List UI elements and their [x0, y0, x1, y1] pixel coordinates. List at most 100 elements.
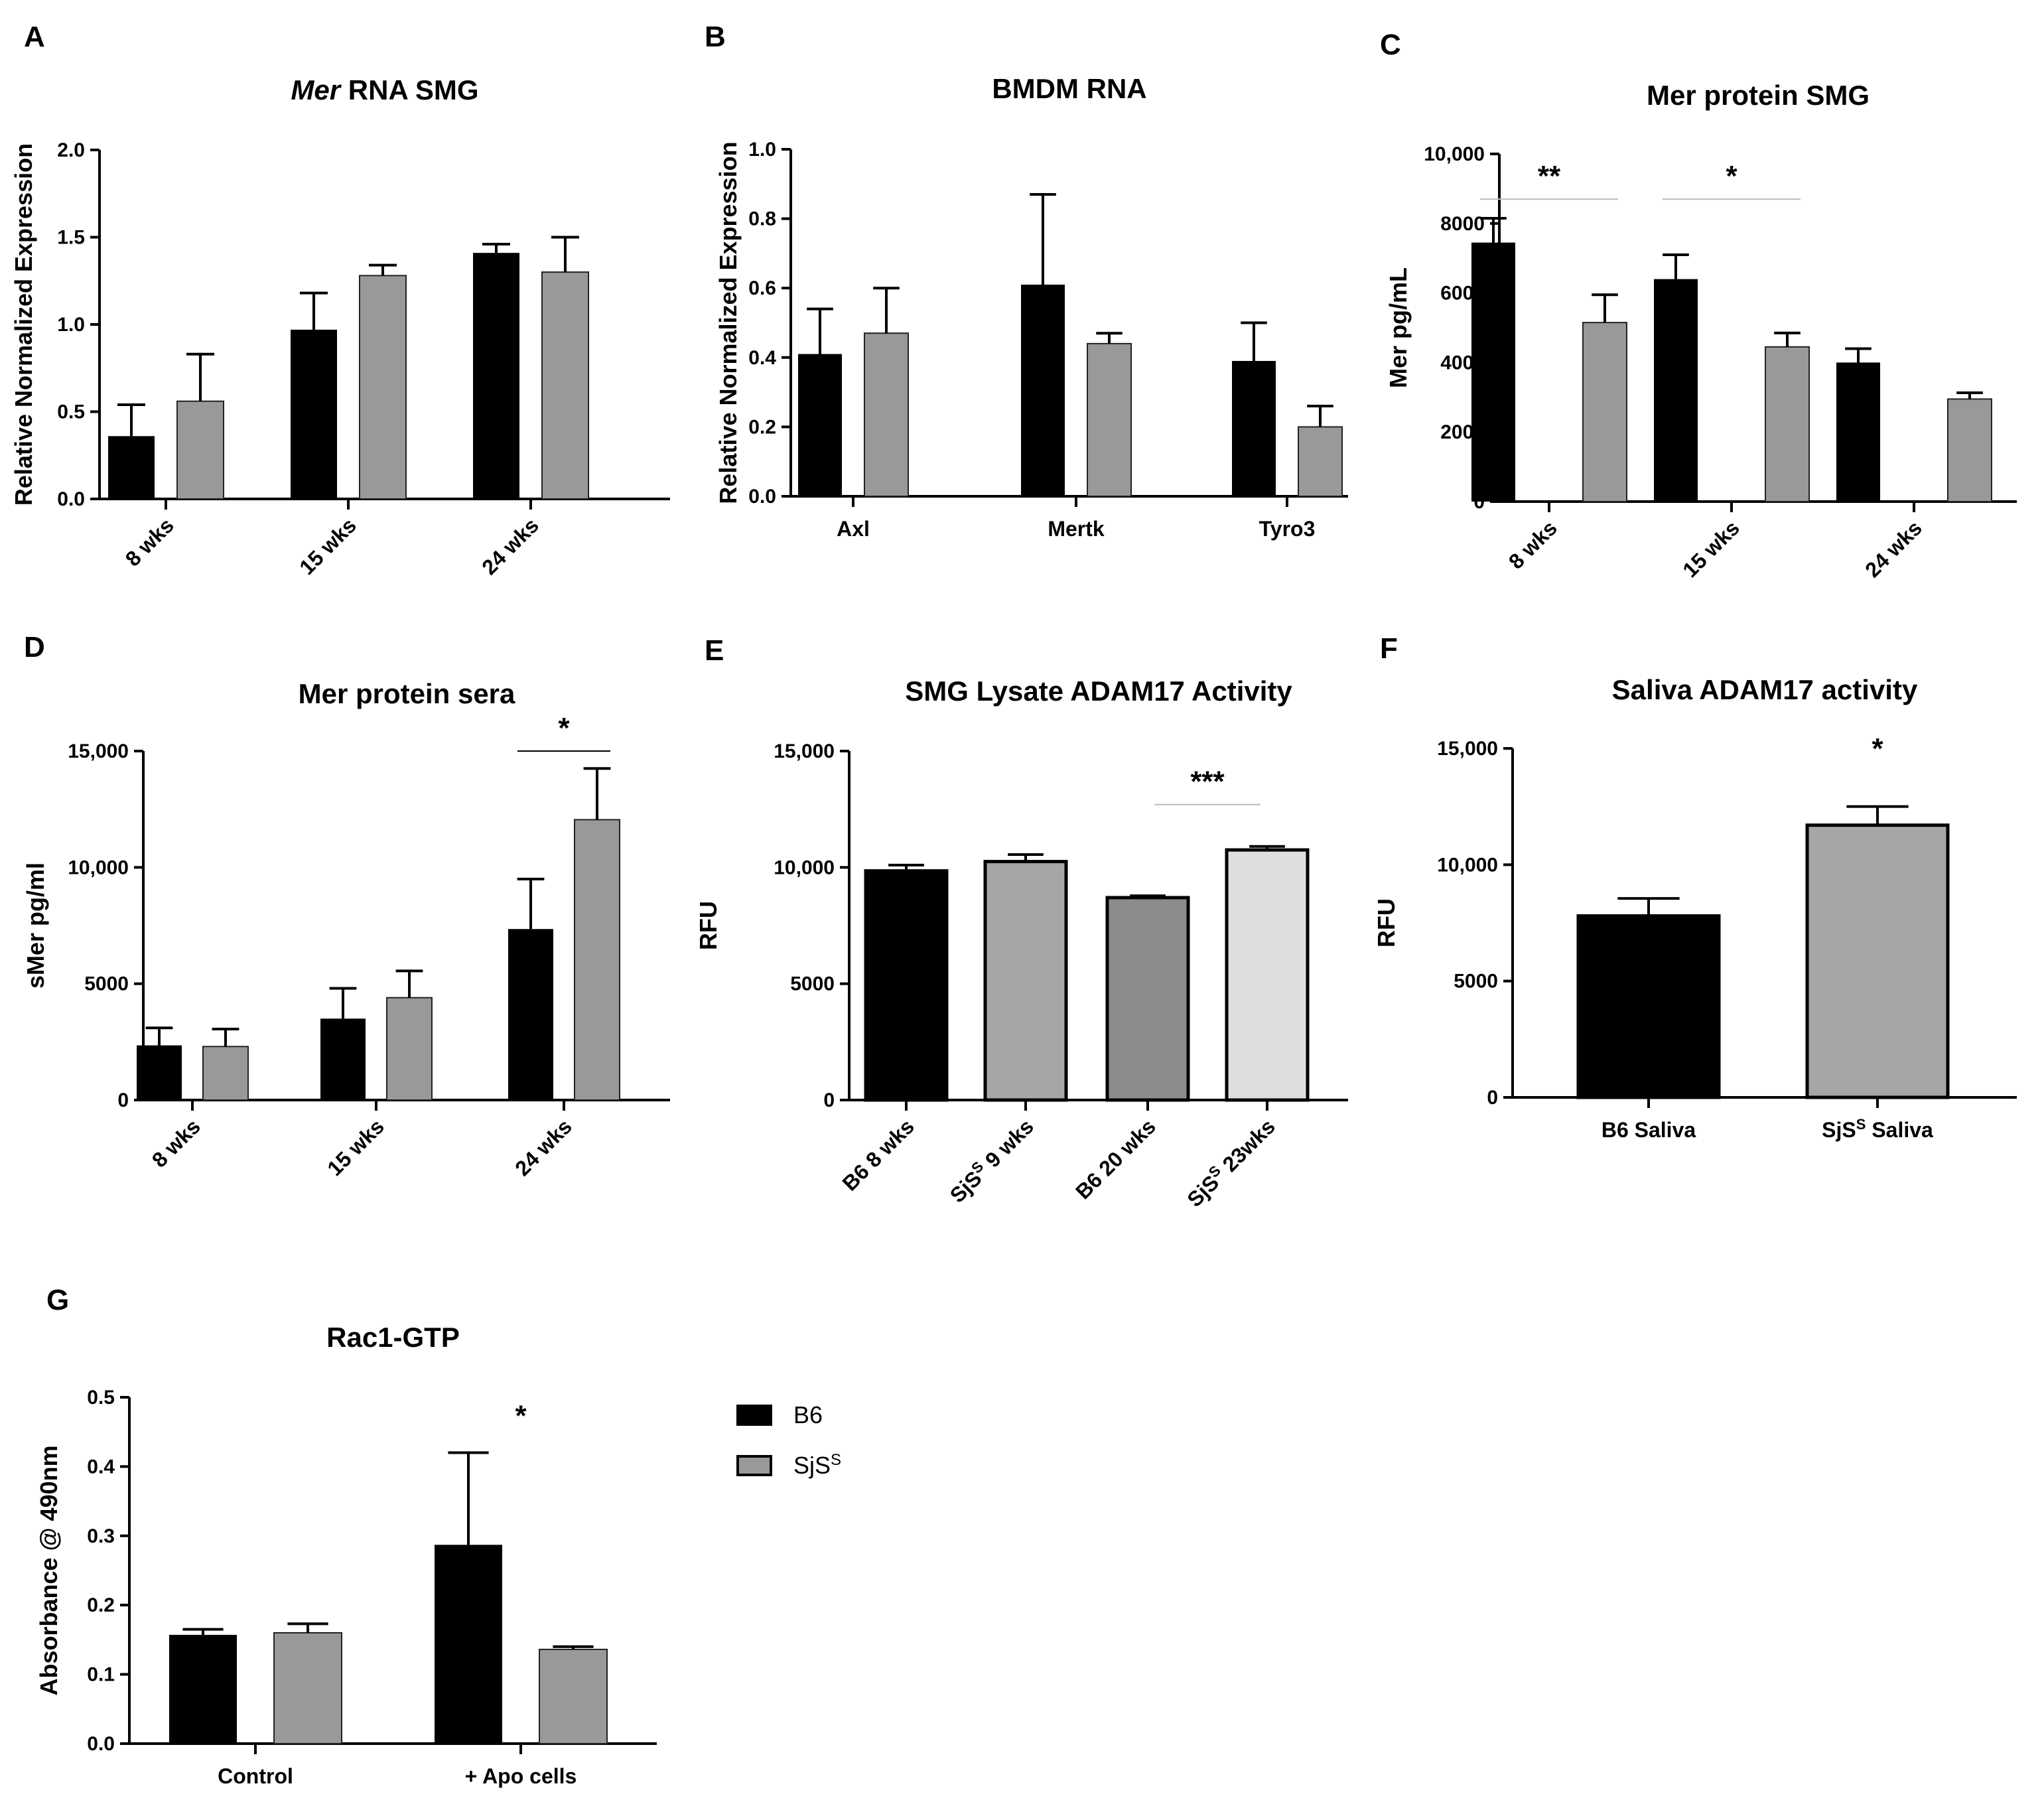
y-tick-label: 0.0: [748, 486, 776, 508]
y-tick-label: 10,000: [1424, 143, 1485, 165]
label-superscript: S: [1856, 1116, 1866, 1133]
bar: [864, 869, 949, 1102]
significance-marker: *: [1872, 732, 1883, 765]
y-tick-label: 0: [1487, 1087, 1498, 1109]
y-axis-label: Mer pg/mL: [1385, 267, 1412, 388]
legend-swatch: [736, 1405, 772, 1426]
bar: [1225, 848, 1310, 1102]
significance-marker: **: [1538, 160, 1561, 192]
legend-label-superscript: S: [831, 1451, 841, 1469]
bar: [574, 819, 620, 1101]
y-tick-label: 1.5: [57, 227, 85, 249]
x-tick-label: + Apo cells: [465, 1764, 577, 1788]
y-tick-label: 0.4: [748, 347, 776, 369]
chart-title: Mer protein sera: [299, 678, 515, 709]
bar: [508, 929, 553, 1100]
bar: [1582, 322, 1627, 502]
bar: [1087, 342, 1132, 497]
bar: [539, 1649, 608, 1745]
chart-title: Mer protein SMG: [1647, 80, 1870, 111]
bar: [169, 1635, 237, 1744]
bar: [1471, 242, 1515, 502]
bar: [983, 860, 1068, 1102]
bar: [202, 1046, 249, 1101]
y-tick-label: 0.4: [87, 1456, 115, 1478]
bar: [1836, 362, 1880, 502]
chart-title: Mer RNA SMG: [291, 74, 478, 105]
legend-label-main: B6: [793, 1401, 823, 1428]
label-part: Saliva: [1866, 1118, 1933, 1142]
y-tick-label: 8000: [1440, 213, 1485, 235]
significance-marker: *: [558, 712, 570, 744]
bar: [291, 329, 337, 499]
y-axis-label: Absorbance @ 490nm: [35, 1445, 62, 1695]
y-tick-label: 1.0: [748, 139, 776, 161]
bar: [137, 1045, 182, 1100]
panel-letter: G: [46, 1284, 69, 1316]
y-tick-label: 0.5: [87, 1387, 115, 1409]
y-tick-label: 10,000: [68, 857, 129, 878]
y-tick-label: 0.2: [87, 1594, 115, 1616]
bar: [1232, 361, 1276, 496]
panel-letter: C: [1380, 29, 1401, 61]
bar: [176, 400, 224, 500]
bar: [1805, 823, 1950, 1099]
x-tick-label: Axl: [837, 517, 870, 541]
y-tick-label: 0: [823, 1089, 835, 1111]
bar: [1765, 346, 1810, 502]
x-tick-label: SjSS Saliva: [1822, 1116, 1933, 1143]
y-tick-label: 0.1: [87, 1664, 115, 1686]
y-tick-label: 5000: [1454, 971, 1498, 993]
panel-f: F Saliva ADAM17 activity RFU 0 5000 10,000 15,…: [1373, 632, 2017, 1142]
y-tick-label: 0.3: [87, 1525, 115, 1547]
y-tick-label: 5000: [84, 973, 129, 995]
title-italic-part: Mer: [291, 74, 342, 105]
chart-title: SMG Lysate ADAM17 Activity: [905, 675, 1292, 707]
significance-marker: *: [515, 1400, 527, 1432]
y-tick-label: 2.0: [57, 139, 85, 161]
y-tick-label: 5000: [790, 973, 835, 995]
y-tick-label: 15,000: [68, 740, 129, 762]
bar: [108, 436, 155, 499]
bar: [1947, 398, 1992, 502]
bar: [864, 332, 909, 497]
y-axis-label: RFU: [695, 901, 722, 950]
legend: B6 SjSS: [736, 1401, 841, 1479]
x-tick-label: Mertk: [1048, 517, 1105, 541]
y-tick-label: 10,000: [774, 857, 835, 878]
significance-marker: *: [1726, 160, 1737, 192]
bar: [359, 275, 407, 500]
bar: [273, 1631, 342, 1744]
y-axis-label: Relative Normalized Expression: [10, 143, 37, 506]
bar: [435, 1545, 502, 1744]
bar: [1576, 914, 1721, 1099]
panel-letter: A: [24, 21, 45, 53]
y-axis-label: RFU: [1373, 898, 1400, 947]
chart-title: Saliva ADAM17 activity: [1612, 674, 1918, 705]
panel-letter: B: [705, 21, 726, 53]
y-tick-label: 0.0: [87, 1733, 115, 1755]
panel-letter: F: [1380, 632, 1398, 665]
x-tick-label: Tyro3: [1259, 517, 1316, 541]
legend-swatch: [736, 1455, 772, 1476]
chart-title: BMDM RNA: [992, 73, 1146, 104]
bar: [473, 253, 519, 499]
y-axis-label: sMer pg/ml: [22, 863, 49, 989]
title-rest: RNA SMG: [340, 74, 478, 105]
bar: [541, 271, 589, 500]
y-tick-label: 0.8: [748, 208, 776, 230]
y-tick-label: 15,000: [1437, 738, 1498, 760]
y-tick-label: 0.0: [57, 488, 85, 510]
y-tick-label: 0.5: [57, 401, 85, 423]
y-tick-label: 15,000: [774, 740, 835, 762]
bar: [1654, 279, 1698, 502]
legend-label-main: SjS: [793, 1452, 831, 1479]
panel-letter: E: [705, 634, 724, 667]
y-tick-label: 0.2: [748, 416, 776, 438]
chart-title: Rac1-GTP: [326, 1322, 460, 1353]
significance-marker: ***: [1190, 766, 1225, 798]
bar: [386, 997, 433, 1101]
x-tick-label: B6 Saliva: [1601, 1118, 1696, 1142]
bar: [1105, 896, 1190, 1102]
